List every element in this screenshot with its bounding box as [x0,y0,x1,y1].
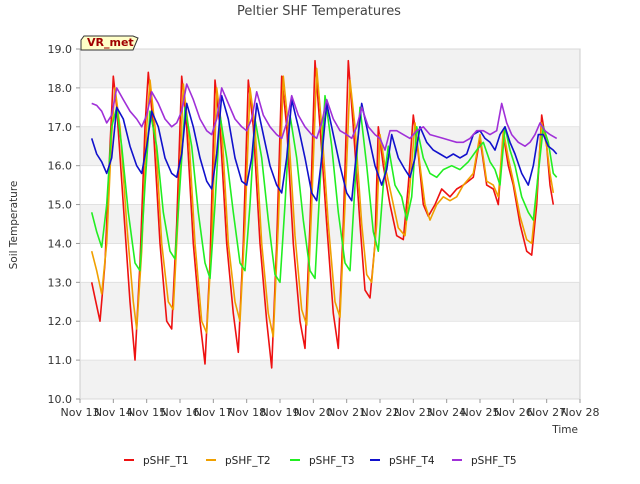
series-line-pshf-t4 [90,94,558,202]
plot-background-bands [80,49,580,399]
legend-item-pshf-t3: pSHF_T3 [290,455,355,467]
y-tick-label: 17.0 [48,121,73,134]
legend-label: pSHF_T1 [143,455,189,467]
legend-label: pSHF_T5 [471,455,517,467]
x-tick-label: Nov 18 [227,406,266,419]
x-tick-label: Nov 23 [394,406,433,419]
y-tick-label: 16.0 [48,160,73,173]
background-band [80,49,580,88]
series-line-pshf-t2 [90,67,555,338]
x-tick-label: Nov 21 [327,406,366,419]
x-tick-label: Nov 25 [461,406,500,419]
grid-lines [80,48,580,400]
legend-item-pshf-t5: pSHF_T5 [452,455,517,467]
site-label-box: VR_met [80,35,139,51]
legend-label: pSHF_T4 [389,455,435,467]
y-tick-label: 19.0 [48,43,73,56]
y-axis-ticks: 10.0 11.0 12.0 13.0 14.0 15.0 16.0 17.0 18.0 19.0 [48,43,80,406]
y-tick-label: 14.0 [48,237,73,250]
y-tick-label: 18.0 [48,82,73,95]
x-tick-label: Nov 20 [294,406,333,419]
x-tick-label: Nov 16 [161,406,200,419]
site-label: VR_met [87,36,134,49]
x-tick-label: Nov 24 [427,406,466,419]
y-axis-label: Soil Temperature [8,181,20,270]
legend-label: pSHF_T2 [225,455,271,467]
x-tick-label: Nov 13 [61,406,100,419]
series-line-pshf-t5 [91,83,558,151]
x-tick-label: Nov 28 [561,406,600,419]
legend-item-pshf-t1: pSHF_T1 [124,455,189,467]
series-lines [90,59,558,369]
x-tick-label: Nov 15 [127,406,166,419]
legend-item-pshf-t2: pSHF_T2 [206,455,271,467]
x-tick-label: Nov 27 [527,406,566,419]
y-tick-label: 11.0 [48,354,73,367]
x-axis-label: Time [551,424,578,436]
x-tick-label: Nov 19 [261,406,300,419]
x-tick-label: Nov 17 [194,406,233,419]
x-tick-label: Nov 22 [361,406,400,419]
series-line-pshf-t3 [90,94,558,284]
legend-label: pSHF_T3 [309,455,355,467]
y-tick-label: 10.0 [48,393,73,406]
legend: pSHF_T1 pSHF_T2 pSHF_T3 pSHF_T4 pSHF_T5 [124,455,517,467]
legend-item-pshf-t4: pSHF_T4 [370,455,435,467]
y-tick-label: 12.0 [48,315,73,328]
chart-title: Peltier SHF Temperatures [237,4,401,19]
x-tick-label: Nov 26 [494,406,533,419]
y-tick-label: 13.0 [48,276,73,289]
background-band [80,360,580,399]
background-band [80,282,580,322]
x-tick-label: Nov 14 [94,406,133,419]
y-tick-label: 15.0 [48,199,73,212]
